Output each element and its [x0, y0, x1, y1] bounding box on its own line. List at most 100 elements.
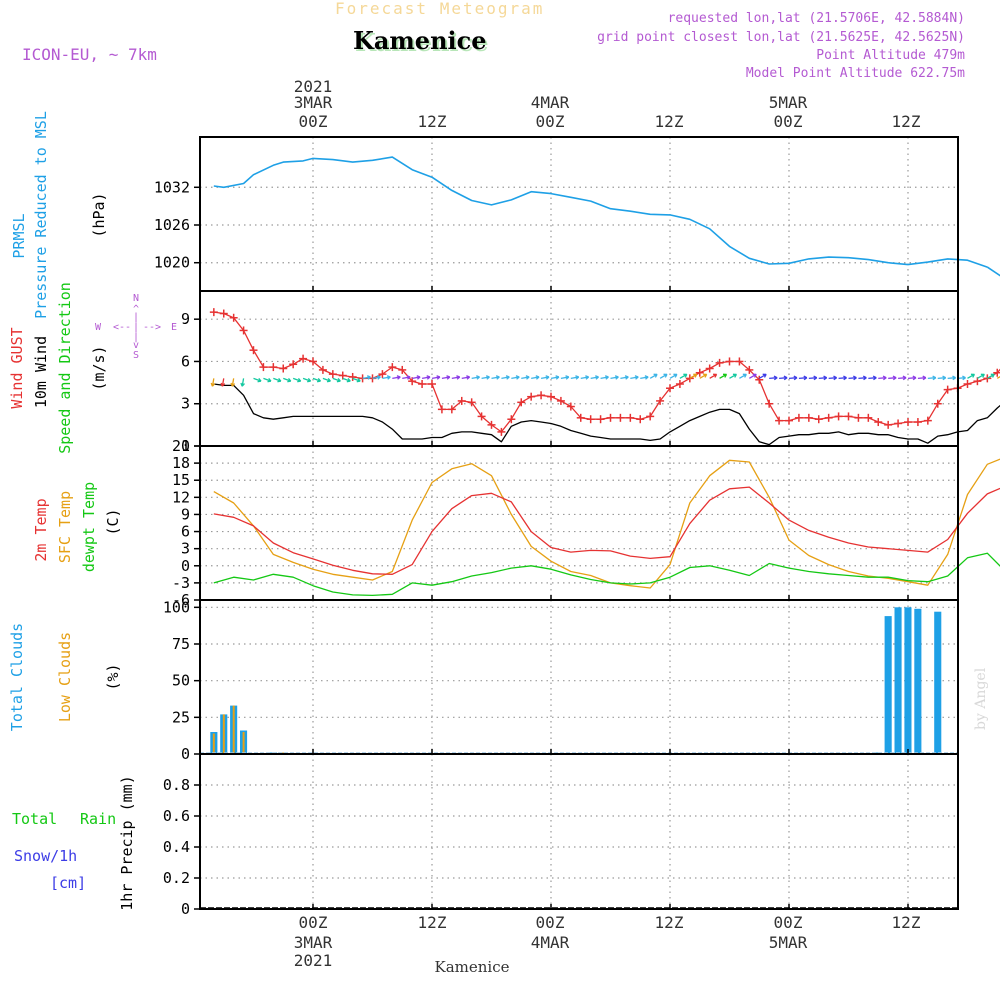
temp-unit: (C) [104, 508, 122, 535]
wind-direction-arrow [211, 378, 215, 386]
wind-arrow-head [546, 376, 549, 377]
wind-arrow-head [566, 376, 569, 377]
bottom-day-label: 5MAR [769, 933, 808, 952]
total-clouds-bar [904, 607, 911, 754]
y-tick-label: 1020 [154, 254, 190, 272]
wind-direction-arrow [769, 376, 777, 380]
wind-arrow-head [605, 376, 608, 377]
wind-direction-arrow [630, 376, 638, 380]
bottom-hour-label: 00Z [299, 913, 328, 932]
wind-direction-arrow [601, 376, 609, 380]
gust-marker [597, 415, 605, 423]
wind-arrow-head [585, 376, 588, 377]
point-altitude: Point Altitude 479m [816, 48, 965, 63]
wind10-label: 10m Wind [32, 336, 50, 408]
wind-direction-arrow [829, 376, 837, 380]
wind-direction-arrow [283, 378, 291, 381]
wind-direction-arrow [442, 376, 450, 380]
requested-coords: requested lon,lat (21.5706E, 42.5884N) [668, 11, 965, 26]
total-clouds-bar [934, 612, 941, 754]
gust-marker [537, 391, 545, 399]
wind-direction-arrow [353, 378, 361, 381]
wind-direction-arrow [263, 378, 271, 381]
wind-direction-arrow [700, 374, 707, 378]
wind-direction-arrow [670, 374, 677, 378]
wind-arrow-head [407, 376, 410, 377]
wind-direction-arrow [908, 376, 916, 380]
dewpt-label: dewpt Temp [80, 482, 98, 572]
wind-arrow-head [536, 376, 539, 377]
compass-e: E [171, 322, 177, 333]
wind-direction-arrow [839, 376, 847, 380]
y-tick-label: 9 [181, 505, 190, 523]
gust-marker [339, 372, 347, 380]
precip-axis-label: 1hr Precip (mm) [118, 775, 136, 910]
gust-marker [815, 415, 823, 423]
y-tick-label: 0.8 [163, 776, 190, 794]
wind-direction-arrow [640, 376, 648, 380]
gust-marker [527, 393, 535, 401]
gust-marker [517, 398, 525, 406]
compass-n: N [133, 293, 139, 304]
wind-arrow-head [556, 376, 559, 377]
gust-marker [646, 412, 654, 420]
location-title: Kamenice [353, 26, 487, 55]
y-tick-label: 3 [181, 395, 190, 413]
gust-marker [805, 414, 813, 422]
compass-w: W [95, 322, 102, 333]
panel-frame [200, 137, 958, 291]
wind-direction-arrow [809, 376, 817, 380]
footer-location: Kamenice [435, 958, 510, 976]
wind-direction-arrow [858, 376, 866, 380]
wind-direction-arrow [422, 376, 430, 380]
wind-direction-arrow [221, 378, 225, 386]
gust-marker [547, 393, 555, 401]
y-tick-label: 0 [181, 745, 190, 763]
wind-arrow-head [476, 376, 479, 377]
y-tick-label: 15 [172, 471, 190, 489]
temp2m-line [214, 485, 1000, 574]
model-label: ICON-EU, ~ 7km [22, 45, 157, 64]
wind-arrow-head [367, 376, 370, 377]
bottom-hour-label: 12Z [655, 913, 684, 932]
closest-coords: grid point closest lon,lat (21.5625E, 42… [597, 30, 965, 45]
credit-watermark: by Angel [973, 667, 989, 730]
total-clouds-label: Total Clouds [8, 623, 26, 731]
gust-marker [279, 365, 287, 373]
gust-marker [587, 415, 595, 423]
wind-direction-arrow [432, 376, 440, 380]
wind-direction-arrow [472, 376, 480, 380]
panel-frame [200, 600, 958, 754]
low-clouds-bar [223, 714, 225, 754]
gust-marker [765, 400, 773, 408]
gust-marker [418, 380, 426, 388]
gust-marker [795, 414, 803, 422]
y-tick-label: 75 [172, 635, 190, 653]
gust-marker [706, 365, 714, 373]
gust-marker [864, 414, 872, 422]
gust-marker [894, 419, 902, 427]
total-clouds-bar [885, 616, 892, 754]
wind-direction-arrow [402, 376, 410, 380]
forecast-title: Forecast Meteogram [335, 0, 544, 18]
wind-direction-arrow [977, 374, 984, 378]
wind-direction-arrow [293, 378, 301, 381]
top-hour-label: 12Z [418, 112, 447, 131]
gust-marker [973, 377, 981, 385]
wind-direction-arrow [749, 374, 756, 378]
gust-marker [607, 414, 615, 422]
wind-direction-arrow [482, 376, 490, 380]
wind-direction-arrow [343, 378, 351, 381]
t2m-label: 2m Temp [32, 498, 50, 561]
wind-direction-arrow [779, 376, 787, 380]
wind-arrow-head [486, 376, 489, 377]
wind-arrow-head [466, 376, 469, 377]
top-hour-label: 00Z [299, 112, 328, 131]
gust-marker [825, 414, 833, 422]
bottom-year-label: 2021 [294, 951, 333, 970]
top-day-label: 4MAR [531, 93, 570, 112]
clouds-unit: (%) [104, 663, 122, 690]
wind-arrow-head [437, 376, 440, 377]
pressure-line-tail [987, 267, 1000, 286]
gust-marker [874, 418, 882, 426]
